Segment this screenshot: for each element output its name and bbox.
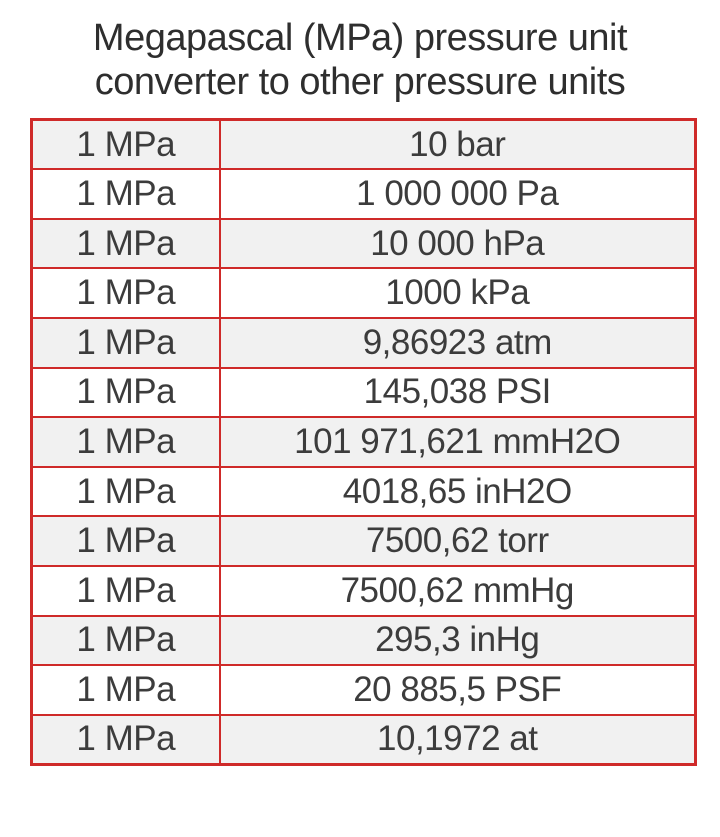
table-row: 1 MPa 295,3 inHg	[30, 614, 697, 667]
to-value-cell: 1000 kPa	[218, 267, 697, 320]
table-row: 1 MPa 10 000 hPa	[30, 217, 697, 270]
to-value-cell: 101 971,621 mmH2O	[218, 416, 697, 468]
to-value-cell: 20 885,5 PSF	[218, 664, 697, 716]
table-row: 1 MPa 20 885,5 PSF	[30, 664, 697, 716]
table-row: 1 MPa 101 971,621 mmH2O	[30, 416, 697, 468]
table-row: 1 MPa 9,86923 atm	[30, 317, 697, 369]
from-value-cell: 1 MPa	[30, 465, 221, 518]
table-row: 1 MPa 10,1972 at	[30, 713, 697, 766]
to-value-cell: 145,038 PSI	[218, 366, 697, 419]
from-value-cell: 1 MPa	[30, 366, 221, 419]
page-title: Megapascal (MPa) pressure unit converter …	[10, 16, 710, 104]
to-value-cell: 10 000 hPa	[218, 217, 697, 270]
from-value-cell: 1 MPa	[30, 664, 221, 716]
from-value-cell: 1 MPa	[30, 614, 221, 667]
conversion-table-body: 1 MPa 10 bar 1 MPa 1 000 000 Pa 1 MPa 10 000 …	[30, 118, 697, 766]
to-value-cell: 4018,65 inH2O	[218, 465, 697, 518]
table-row: 1 MPa 1 000 000 Pa	[30, 168, 697, 220]
from-value-cell: 1 MPa	[30, 118, 221, 171]
to-value-cell: 7500,62 mmHg	[218, 565, 697, 617]
page-title-line1: Megapascal (MPa) pressure unit	[92, 17, 628, 59]
from-value-cell: 1 MPa	[30, 515, 221, 567]
table-row: 1 MPa 4018,65 inH2O	[30, 465, 697, 518]
to-value-cell: 9,86923 atm	[218, 317, 697, 369]
from-value-cell: 1 MPa	[30, 168, 221, 220]
from-value-cell: 1 MPa	[30, 317, 221, 369]
from-value-cell: 1 MPa	[30, 267, 221, 320]
to-value-cell: 7500,62 torr	[218, 515, 697, 567]
from-value-cell: 1 MPa	[30, 565, 221, 617]
table-row: 1 MPa 10 bar	[30, 118, 697, 171]
from-value-cell: 1 MPa	[30, 416, 221, 468]
from-value-cell: 1 MPa	[30, 713, 221, 766]
table-row: 1 MPa 7500,62 torr	[30, 515, 697, 567]
page-title-line2: converter to other pressure units	[94, 61, 626, 104]
conversion-table: 1 MPa 10 bar 1 MPa 1 000 000 Pa 1 MPa 10 000 …	[30, 118, 697, 766]
to-value-cell: 295,3 inHg	[218, 614, 697, 667]
to-value-cell: 10 bar	[218, 118, 697, 171]
table-row: 1 MPa 145,038 PSI	[30, 366, 697, 419]
from-value-cell: 1 MPa	[30, 217, 221, 270]
to-value-cell: 10,1972 at	[218, 713, 697, 766]
to-value-cell: 1 000 000 Pa	[218, 168, 697, 220]
table-row: 1 MPa 7500,62 mmHg	[30, 565, 697, 617]
table-row: 1 MPa 1000 kPa	[30, 267, 697, 320]
